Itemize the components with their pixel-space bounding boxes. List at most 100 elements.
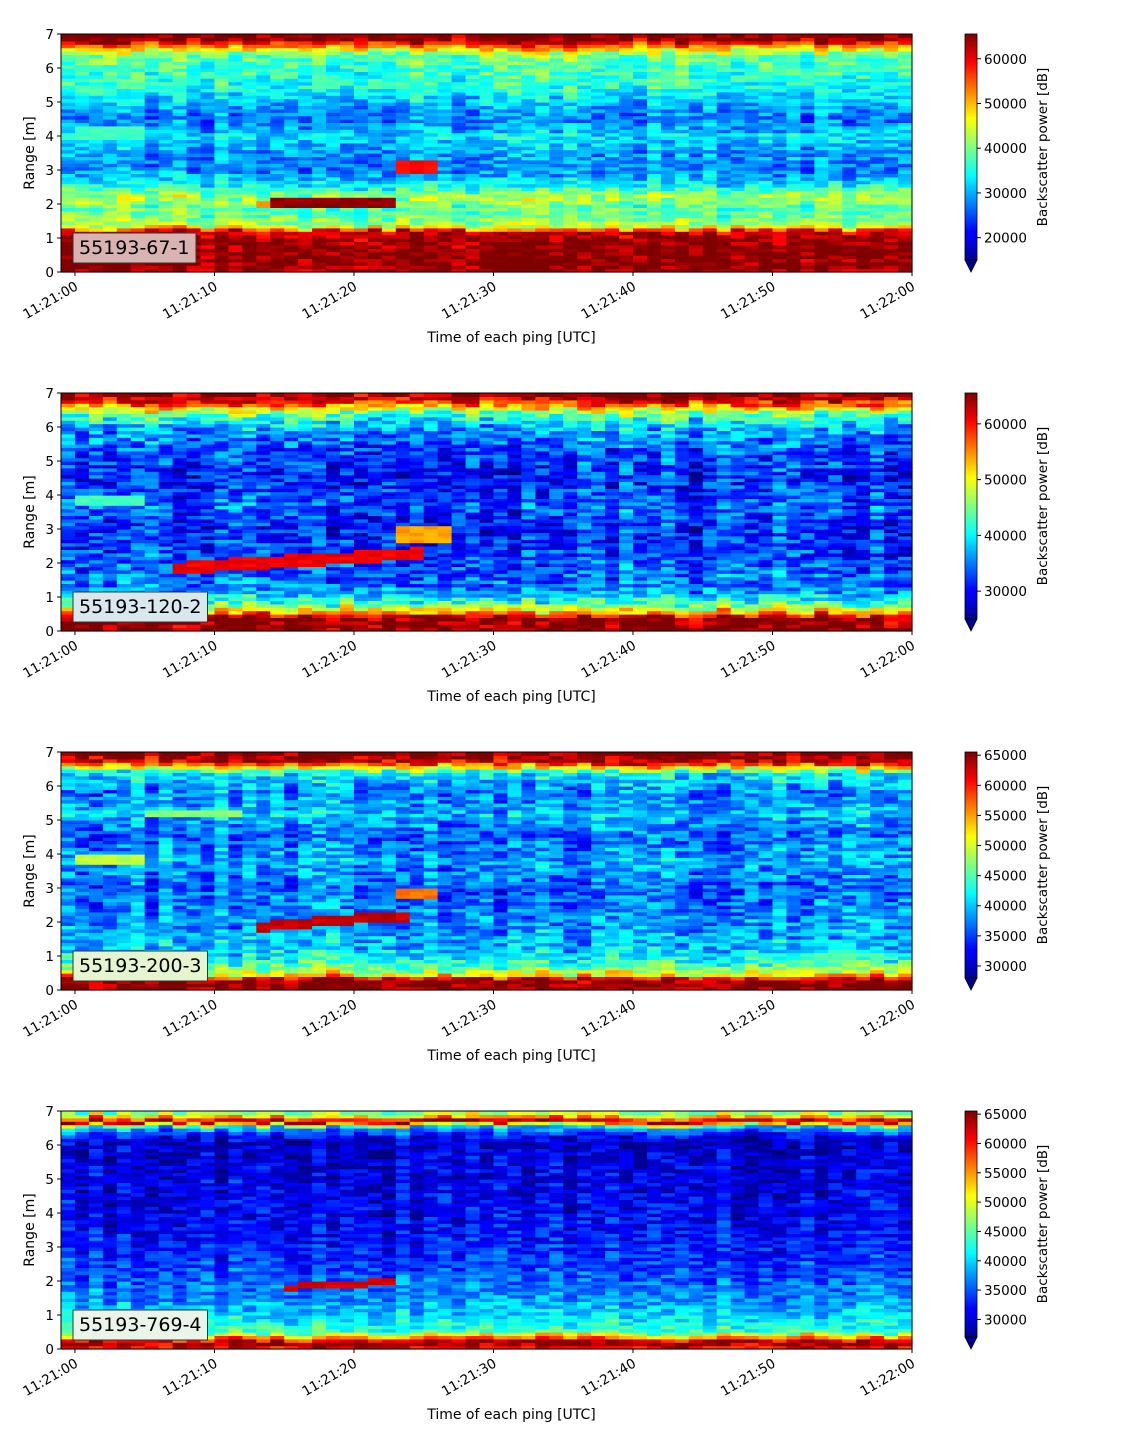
colorbar-gradient xyxy=(964,392,978,620)
colorbar-tick-label: 50000 xyxy=(984,473,1027,489)
colorbar-gradient xyxy=(964,33,978,261)
colorbar-tick-label: 65000 xyxy=(984,1107,1027,1123)
colorbar-extend-triangle xyxy=(964,259,978,273)
x-tick-label: 11:21:30 xyxy=(439,997,500,1041)
colorbar-tick-label: 55000 xyxy=(984,808,1027,824)
colorbar-tick-label: 30000 xyxy=(984,1312,1027,1328)
x-tick-label: 11:21:10 xyxy=(160,1356,221,1400)
x-tick-label: 11:21:30 xyxy=(439,1356,500,1400)
x-tick-label: 11:21:50 xyxy=(718,997,779,1041)
y-tick-label: 6 xyxy=(45,61,54,77)
colorbar-tick-label: 55000 xyxy=(984,1166,1027,1182)
y-tick-label: 2 xyxy=(45,556,54,572)
x-tick-label: 11:21:00 xyxy=(20,638,81,682)
colorbar-tick-label: 65000 xyxy=(984,748,1027,764)
colorbar-tick-label: 60000 xyxy=(984,417,1027,433)
colorbar-extend-triangle xyxy=(964,977,978,991)
x-tick-label: 11:21:20 xyxy=(299,997,360,1041)
x-tick-label: 11:21:40 xyxy=(578,279,639,323)
colorbar-tick-label: 30000 xyxy=(984,186,1027,202)
y-axis-label: Range [m] xyxy=(22,475,38,548)
colorbar-tick-label: 40000 xyxy=(984,528,1027,544)
x-tick-label: 11:21:50 xyxy=(718,638,779,682)
colorbar-tick-label: 50000 xyxy=(984,1195,1027,1211)
x-tick-label: 11:21:40 xyxy=(578,638,639,682)
chart-panel-4: 0 1 2 3 4 5 6 7 Range [m] 11:21:00 11:21:10 11:21:2… xyxy=(20,1104,1051,1423)
x-axis-label: Time of each ping [UTC] xyxy=(426,330,596,346)
y-tick-label: 2 xyxy=(45,1274,54,1290)
x-tick-label: 11:22:00 xyxy=(857,279,918,323)
colorbar-tick-label: 40000 xyxy=(984,141,1027,157)
x-tick-label: 11:21:20 xyxy=(299,638,360,682)
y-tick-label: 0 xyxy=(45,983,54,999)
x-tick-label: 11:21:10 xyxy=(160,638,221,682)
colorbar-tick-label: 30000 xyxy=(984,959,1027,975)
colorbar-label: Backscatter power [dB] xyxy=(1035,68,1051,227)
panel-label: 55193-67-1 xyxy=(79,237,189,259)
axes-frame-1 xyxy=(60,33,913,273)
panel-label: 55193-769-4 xyxy=(79,1314,202,1336)
y-tick-label: 5 xyxy=(45,813,54,829)
x-tick-label: 11:21:50 xyxy=(718,279,779,323)
heatmap-1 xyxy=(61,34,913,273)
x-tick-label: 11:22:00 xyxy=(857,997,918,1041)
y-tick-label: 6 xyxy=(45,779,54,795)
colorbar-tick-label: 35000 xyxy=(984,929,1027,945)
axes-frame-2 xyxy=(60,392,913,632)
chart-panel-2: 0 1 2 3 4 5 6 7 Range [m] 11:21:00 11:21:10 11:21:2… xyxy=(20,386,1051,705)
colorbar-gradient xyxy=(964,1110,978,1338)
x-tick-label: 11:21:30 xyxy=(439,638,500,682)
panel-label: 55193-200-3 xyxy=(79,955,202,977)
heatmap-2 xyxy=(61,393,913,632)
panel-label-box xyxy=(72,232,197,264)
colorbar-tick-label: 50000 xyxy=(984,96,1027,112)
x-tick-label: 11:21:20 xyxy=(299,279,360,323)
y-tick-label: 3 xyxy=(45,163,54,179)
colorbar-tick-label: 45000 xyxy=(984,1224,1027,1240)
x-tick-label: 11:21:00 xyxy=(20,279,81,323)
x-tick-label: 11:21:40 xyxy=(578,1356,639,1400)
colorbar-extend-triangle xyxy=(964,618,978,632)
panel-label-box xyxy=(72,950,208,982)
y-tick-label: 3 xyxy=(45,522,54,538)
y-tick-label: 7 xyxy=(45,386,54,402)
y-tick-label: 1 xyxy=(45,1308,54,1324)
colorbar-extend-triangle xyxy=(964,1336,978,1350)
y-tick-label: 0 xyxy=(45,265,54,281)
colorbar-label: Backscatter power [dB] xyxy=(1035,786,1051,945)
y-tick-label: 3 xyxy=(45,881,54,897)
y-tick-label: 5 xyxy=(45,95,54,111)
y-tick-label: 0 xyxy=(45,624,54,640)
colorbar-tick-label: 60000 xyxy=(984,1136,1027,1152)
x-tick-label: 11:21:00 xyxy=(20,997,81,1041)
colorbar-gradient xyxy=(964,751,978,979)
y-tick-label: 5 xyxy=(45,454,54,470)
x-axis-label: Time of each ping [UTC] xyxy=(426,1048,596,1064)
x-tick-label: 11:21:30 xyxy=(439,279,500,323)
x-tick-label: 11:21:40 xyxy=(578,997,639,1041)
colorbar-label: Backscatter power [dB] xyxy=(1035,1145,1051,1304)
y-tick-label: 6 xyxy=(45,1138,54,1154)
panel-label-box xyxy=(72,591,208,623)
y-tick-label: 4 xyxy=(45,488,54,504)
y-tick-label: 4 xyxy=(45,1206,54,1222)
y-axis-label: Range [m] xyxy=(22,116,38,189)
panel-label-box xyxy=(72,1309,208,1341)
x-tick-label: 11:21:50 xyxy=(718,1356,779,1400)
y-tick-label: 4 xyxy=(45,847,54,863)
x-tick-label: 11:22:00 xyxy=(857,638,918,682)
chart-panel-1: 0 1 2 3 4 5 6 7 Range [m] 11:21:00 11:21:10 11:21:2… xyxy=(20,27,1051,346)
y-tick-label: 2 xyxy=(45,915,54,931)
heatmap-4 xyxy=(61,1111,913,1350)
y-tick-label: 2 xyxy=(45,197,54,213)
y-tick-label: 6 xyxy=(45,420,54,436)
colorbar-tick-label: 45000 xyxy=(984,869,1027,885)
colorbar-tick-label: 30000 xyxy=(984,584,1027,600)
colorbar-label: Backscatter power [dB] xyxy=(1035,427,1051,586)
x-tick-label: 11:21:00 xyxy=(20,1356,81,1400)
colorbar-3: 30000 35000 40000 45000 50000 55000 60000 65000… xyxy=(964,748,1051,991)
colorbar-2: 30000 40000 50000 60000 Backscatter power [d… xyxy=(964,392,1051,632)
y-tick-label: 1 xyxy=(45,949,54,965)
x-tick-label: 11:21:20 xyxy=(299,1356,360,1400)
colorbar-1: 20000 30000 40000 50000 60000 Backscatter pow… xyxy=(964,33,1051,273)
